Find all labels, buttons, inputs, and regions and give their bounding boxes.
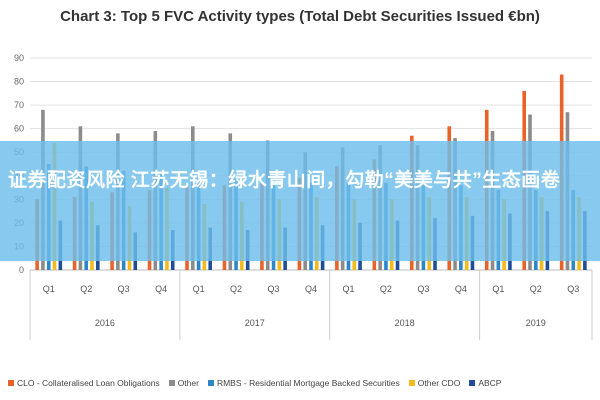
legend-swatch (168, 380, 175, 386)
x-tick-label: Q1 (193, 284, 205, 294)
x-tick-label: Q3 (118, 284, 130, 294)
x-tick-label: Q4 (455, 284, 467, 294)
legend-item: Other (168, 378, 199, 388)
x-tick-label: Q2 (80, 284, 92, 294)
overlay-banner-text: 证券配资风险 江苏无锡：绿水青山间，勾勒“美美与共”生态画卷 (8, 170, 561, 191)
chart-legend: CLO - Collateralised Loan Obligations Oth… (8, 378, 600, 388)
y-tick-label: 0 (19, 265, 24, 275)
legend-label: ABCP (478, 378, 502, 388)
y-tick-label: 60 (14, 124, 24, 134)
year-label: 2017 (245, 318, 265, 328)
legend-label: Other CDO (417, 378, 461, 388)
x-tick-label: Q3 (268, 284, 280, 294)
legend-item: CLO - Collateralised Loan Obligations (8, 378, 160, 388)
y-tick-label: 90 (14, 53, 24, 63)
legend-label: Other (177, 378, 199, 388)
x-tick-label: Q1 (342, 284, 354, 294)
year-label: 2019 (526, 318, 546, 328)
x-tick-label: Q1 (43, 284, 55, 294)
x-tick-label: Q3 (417, 284, 429, 294)
overlay-banner (0, 141, 600, 261)
legend-item: ABCP (469, 378, 501, 388)
legend-swatch (8, 380, 14, 386)
legend-label: CLO - Collateralised Loan Obligations (17, 378, 160, 388)
legend-swatch (408, 380, 415, 386)
legend-label: RMBS - Residential Mortgage Backed Secur… (216, 378, 400, 388)
x-tick-label: Q4 (155, 284, 167, 294)
year-label: 2016 (95, 318, 115, 328)
legend-swatch (207, 380, 214, 386)
x-tick-label: Q2 (380, 284, 392, 294)
legend-item: RMBS - Residential Mortgage Backed Secur… (207, 378, 400, 388)
x-tick-label: Q2 (530, 284, 542, 294)
y-tick-label: 70 (14, 100, 24, 110)
y-tick-label: 80 (14, 77, 24, 87)
x-tick-label: Q2 (230, 284, 242, 294)
x-tick-label: Q4 (305, 284, 317, 294)
legend-swatch (469, 380, 476, 386)
chart-title: Chart 3: Top 5 FVC Activity types (Total… (60, 8, 540, 25)
legend-item: Other CDO (408, 378, 461, 388)
x-tick-label: Q3 (567, 284, 579, 294)
x-tick-label: Q1 (492, 284, 504, 294)
year-label: 2018 (395, 318, 415, 328)
